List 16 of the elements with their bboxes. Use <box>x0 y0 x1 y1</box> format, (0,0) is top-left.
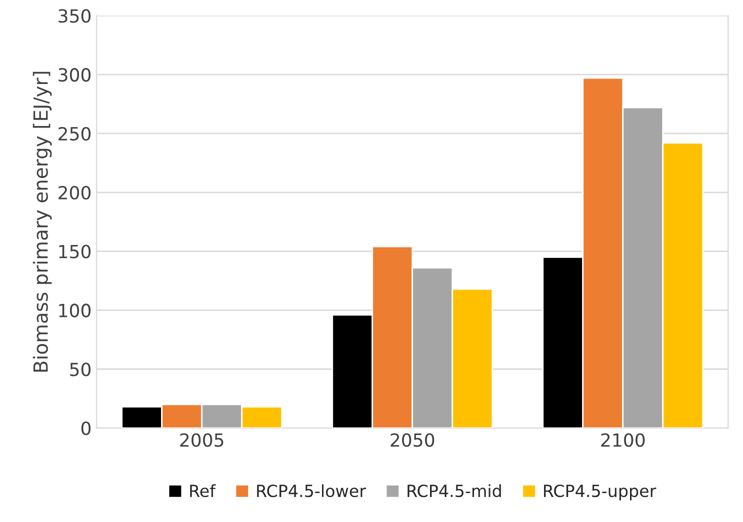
legend-label: RCP4.5-lower <box>257 484 366 498</box>
y-tick-label: 300 <box>58 68 91 82</box>
y-axis-title: Biomass primary energy [EJ/yr] <box>32 72 52 372</box>
y-tick-label: 50 <box>70 362 91 376</box>
y-tick-label: 0 <box>81 422 91 436</box>
x-tick-label: 2005 <box>180 433 224 447</box>
legend-label: RCP4.5-upper <box>544 484 656 500</box>
y-tick-label: 200 <box>58 186 91 200</box>
x-tick-label: 2100 <box>601 433 645 447</box>
y-tick-label: 150 <box>59 244 91 258</box>
legend-label: Ref <box>190 484 216 498</box>
y-tick-label: 350 <box>58 9 91 23</box>
x-tick-label: 2050 <box>390 433 434 447</box>
y-tick-label: 100 <box>59 304 91 318</box>
y-tick-label: 250 <box>58 126 91 141</box>
legend-label: RCP4.5-mid <box>408 484 501 498</box>
